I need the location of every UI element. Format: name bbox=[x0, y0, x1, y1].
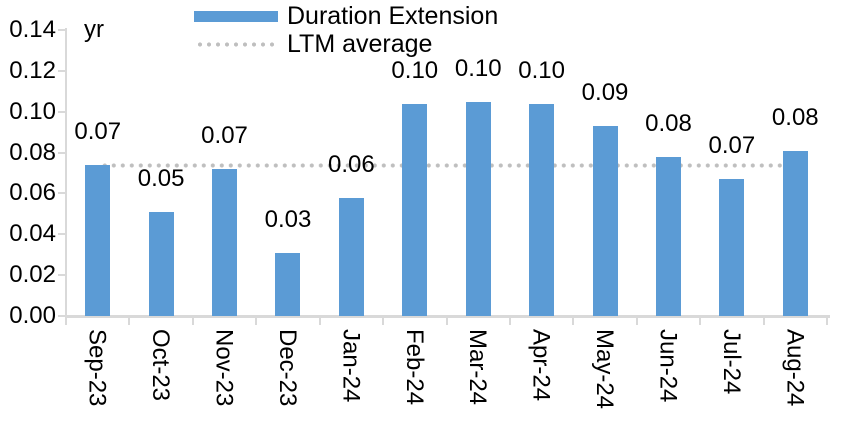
y-axis-unit-label: yr bbox=[84, 16, 104, 43]
x-tick bbox=[382, 317, 385, 325]
x-axis-label: Oct-23 bbox=[147, 329, 175, 402]
y-tick bbox=[58, 192, 66, 195]
legend-dotted-line-swatch-icon bbox=[194, 41, 278, 47]
x-axis-label: Jul-24 bbox=[717, 329, 745, 395]
x-tick bbox=[572, 317, 575, 325]
x-axis-label: Jun-24 bbox=[654, 329, 682, 403]
x-tick bbox=[762, 317, 765, 325]
ltm-average-line bbox=[97, 162, 796, 168]
bar-value-label: 0.07 bbox=[708, 132, 756, 160]
y-tick bbox=[58, 315, 66, 317]
x-axis-label: Apr-24 bbox=[527, 329, 555, 402]
y-tick bbox=[58, 151, 66, 154]
bar-value-label: 0.05 bbox=[137, 164, 185, 192]
y-tick bbox=[58, 69, 66, 72]
x-axis-label: Mar-24 bbox=[464, 329, 492, 406]
y-tick-label: 0.06 bbox=[9, 179, 56, 207]
legend-item-duration-extension: Duration Extension bbox=[194, 2, 498, 30]
bar-mar-24 bbox=[465, 101, 491, 316]
x-axis-label: Nov-23 bbox=[210, 329, 238, 407]
y-tick-label: 0.14 bbox=[9, 16, 56, 43]
y-tick-label: 0.12 bbox=[9, 56, 56, 84]
x-axis-label: Dec-23 bbox=[273, 329, 301, 407]
y-tick-label: 0.10 bbox=[9, 97, 56, 125]
bar-jan-24 bbox=[338, 197, 364, 316]
bar-value-label: 0.10 bbox=[518, 56, 565, 84]
bar-value-label: 0.10 bbox=[454, 54, 502, 82]
legend: Duration Extension LTM average bbox=[194, 2, 498, 58]
y-tick-label: 0.00 bbox=[9, 302, 56, 329]
x-axis-line bbox=[65, 315, 830, 318]
x-tick bbox=[255, 317, 258, 325]
legend-label-ltm-average: LTM average bbox=[287, 30, 433, 58]
bar-oct-23 bbox=[148, 211, 174, 316]
y-tick bbox=[58, 274, 66, 277]
x-axis-label: Jan-24 bbox=[337, 329, 365, 403]
y-tick-label: 0.08 bbox=[9, 138, 56, 166]
x-tick bbox=[508, 317, 511, 325]
bar-dec-23 bbox=[275, 252, 301, 316]
bar-aug-24 bbox=[782, 150, 808, 316]
bar-value-label: 0.03 bbox=[264, 205, 312, 233]
x-tick bbox=[318, 317, 321, 325]
x-tick bbox=[635, 317, 638, 325]
bar-may-24 bbox=[592, 126, 618, 316]
y-tick bbox=[58, 233, 66, 236]
legend-item-ltm-average: LTM average bbox=[194, 30, 498, 58]
bar-value-label: 0.08 bbox=[645, 109, 692, 137]
y-tick bbox=[58, 29, 66, 31]
bar-value-label: 0.10 bbox=[391, 56, 439, 84]
y-tick-label: 0.02 bbox=[9, 261, 56, 289]
bar-value-label: 0.09 bbox=[581, 79, 629, 106]
x-axis-label: May-24 bbox=[591, 329, 619, 410]
bar-jun-24 bbox=[655, 156, 681, 316]
x-axis-label: Aug-24 bbox=[781, 329, 809, 407]
bar-apr-24 bbox=[529, 103, 555, 316]
bar-value-label: 0.07 bbox=[201, 121, 248, 149]
legend-label-duration-extension: Duration Extension bbox=[287, 2, 499, 30]
x-tick bbox=[65, 317, 67, 325]
bar-jul-24 bbox=[719, 179, 745, 316]
x-tick bbox=[128, 317, 131, 325]
y-tick bbox=[58, 110, 66, 113]
x-tick bbox=[445, 317, 448, 325]
y-tick-label: 0.04 bbox=[9, 220, 56, 248]
y-axis-line bbox=[65, 28, 67, 316]
x-axis-label: Sep-23 bbox=[83, 329, 111, 407]
x-axis-label: Feb-24 bbox=[400, 329, 428, 406]
legend-bar-swatch-icon bbox=[194, 10, 278, 22]
bar-nov-23 bbox=[212, 168, 238, 316]
bar-sep-23 bbox=[85, 164, 111, 316]
bar-value-label: 0.07 bbox=[74, 117, 122, 145]
bar-value-label: 0.08 bbox=[771, 103, 819, 131]
x-tick bbox=[699, 317, 702, 325]
bar-feb-24 bbox=[402, 103, 428, 316]
x-tick bbox=[191, 317, 194, 325]
x-tick bbox=[826, 317, 828, 325]
bar-value-label: 0.06 bbox=[328, 150, 375, 178]
